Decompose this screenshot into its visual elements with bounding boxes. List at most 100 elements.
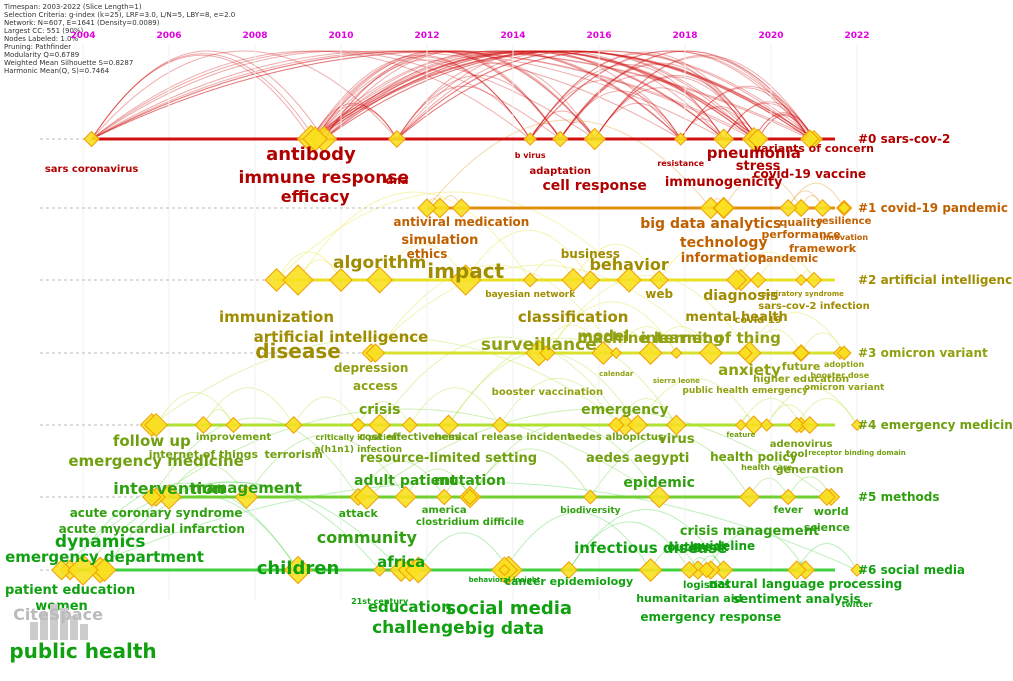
- keyword-label: internet of things: [149, 448, 259, 461]
- citation-arc: [680, 107, 755, 140]
- keyword-node: [225, 416, 242, 434]
- watermark: CiteSpace: [13, 605, 103, 624]
- keyword-label: outbreak: [667, 540, 729, 554]
- keyword-node: [366, 266, 394, 294]
- citation-arc: [736, 251, 802, 281]
- keyword-node: [638, 558, 663, 582]
- keyword-label: covid 19: [734, 315, 781, 326]
- keyword-label: twitter: [842, 600, 873, 609]
- keyword-node: [372, 563, 387, 577]
- citation-arc: [323, 50, 561, 140]
- keyword-label: immunization: [219, 308, 334, 326]
- keyword-node: [523, 132, 537, 146]
- citation-arc: [314, 50, 810, 140]
- citation-arc: [723, 102, 811, 140]
- citation-arc: [323, 50, 759, 140]
- keyword-label: a(h1n1) infection: [314, 445, 402, 455]
- citation-arc: [82, 481, 381, 571]
- year-label: 2004: [70, 31, 95, 41]
- citation-arc: [796, 543, 858, 571]
- year-label: 2016: [586, 31, 611, 41]
- keyword-label: humanitarian aid: [636, 592, 742, 605]
- citation-arc: [680, 87, 811, 140]
- citation-arc: [314, 50, 561, 140]
- citation-arc: [680, 105, 759, 140]
- keyword-label: receptor binding domain: [808, 449, 906, 457]
- keyword-node: [607, 416, 625, 434]
- keyword-label: web: [645, 287, 673, 301]
- keyword-node: [67, 554, 99, 586]
- keyword-node: [591, 341, 616, 365]
- citation-arc: [615, 398, 677, 426]
- keyword-node: [552, 130, 569, 148]
- stat-line: Harmonic Mean(Q, S)=0.7464: [4, 67, 110, 75]
- citation-arc: [91, 50, 755, 140]
- keyword-label: public health: [9, 639, 156, 663]
- keyword-label: generation: [776, 463, 844, 476]
- keyword-node: [680, 561, 699, 579]
- keyword-label: follow up: [113, 432, 191, 450]
- keyword-label: machine learning: [577, 329, 724, 347]
- citation-arc: [323, 50, 725, 140]
- keyword-label: higher education: [753, 374, 849, 385]
- keyword-node: [435, 488, 453, 506]
- citation-arc: [469, 448, 591, 498]
- citation-arc: [91, 50, 595, 140]
- citation-arc: [91, 50, 325, 140]
- keyword-node: [417, 198, 437, 218]
- citation-arc: [314, 56, 531, 140]
- keyword-node: [788, 416, 806, 434]
- citation-arc: [529, 64, 725, 140]
- keyword-node: [792, 344, 810, 362]
- keyword-node: [795, 274, 808, 286]
- keyword-node: [817, 488, 836, 506]
- citation-arc: [310, 50, 759, 140]
- keyword-node: [582, 489, 598, 505]
- citation-arc: [91, 50, 810, 140]
- keyword-label: pneumonia: [707, 144, 801, 162]
- keyword-label: adult patient: [354, 473, 457, 489]
- keyword-label: tool: [786, 449, 808, 460]
- keyword-label: emergency medicine: [68, 452, 243, 470]
- citation-arc: [749, 329, 802, 354]
- keyword-label: innovation: [820, 233, 868, 242]
- citation-arc: [310, 54, 531, 140]
- citation-arc: [370, 264, 712, 354]
- citation-arc: [559, 64, 755, 140]
- keyword-label: antibody: [266, 144, 356, 165]
- keyword-node: [561, 268, 586, 292]
- keyword-label: america: [422, 505, 467, 516]
- keyword-node: [638, 341, 663, 365]
- cluster-label: #6 social media: [858, 563, 965, 577]
- citation-arc: [379, 336, 626, 426]
- cluster-label: #1 covid-19 pandemic: [858, 201, 1008, 215]
- citation-arc: [91, 50, 759, 140]
- citation-arc: [602, 330, 652, 354]
- keyword-node: [498, 564, 511, 576]
- keyword-node: [283, 555, 313, 585]
- keyword-label: booster vaccination: [492, 387, 603, 398]
- keyword-node: [749, 271, 767, 289]
- keyword-node: [350, 417, 366, 433]
- keyword-node: [744, 415, 764, 435]
- keyword-label: antiviral medication: [393, 215, 529, 229]
- citation-arc: [69, 482, 299, 571]
- keyword-node: [583, 127, 606, 151]
- keyword-node: [616, 267, 642, 293]
- stat-line: Modularity Q=0.6789: [4, 51, 79, 59]
- citation-arc: [723, 174, 802, 209]
- citation-arc: [396, 50, 759, 140]
- citation-arc: [310, 50, 755, 140]
- keyword-label: public health emergency: [682, 386, 808, 396]
- citation-arc: [91, 50, 531, 140]
- citation-arc: [297, 191, 531, 281]
- citation-arc: [396, 50, 725, 140]
- year-label: 2014: [500, 31, 525, 41]
- citation-arc: [314, 50, 682, 140]
- keyword-node: [83, 130, 100, 148]
- keyword-node: [329, 268, 353, 292]
- citation-arc: [546, 301, 677, 354]
- keyword-node: [451, 198, 472, 218]
- stat-line: Network: N=607, E=1641 (Density=0.0089): [4, 19, 160, 27]
- keyword-node: [713, 560, 734, 580]
